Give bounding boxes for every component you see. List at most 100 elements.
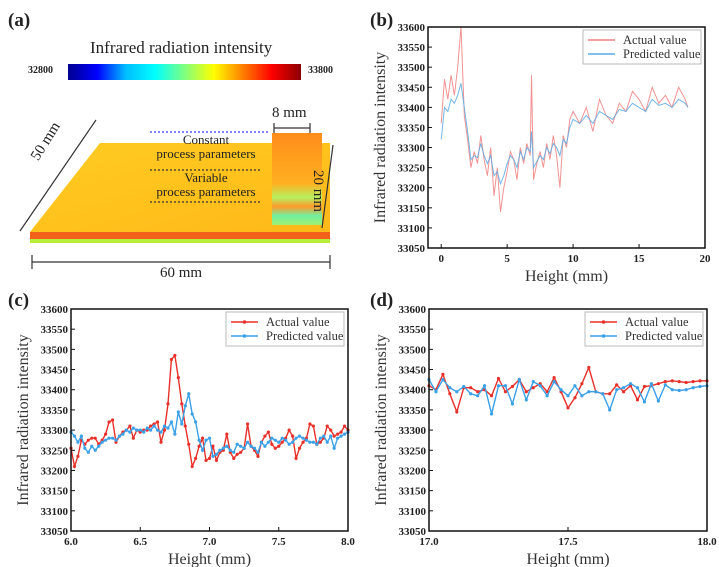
data-point [622, 390, 626, 394]
data-point [166, 402, 170, 406]
data-point [72, 434, 77, 438]
data-point [587, 390, 591, 394]
y-tick-label: 33550 [399, 324, 427, 336]
data-point [297, 434, 302, 438]
y-tick-label: 33500 [399, 344, 427, 356]
x-tick-label: 17.5 [558, 536, 578, 548]
data-point [83, 446, 87, 450]
data-point [190, 464, 194, 469]
data-point [204, 458, 208, 462]
data-point [187, 442, 191, 446]
data-point [622, 386, 626, 390]
x-axis-label: Height (mm) [526, 551, 609, 567]
data-point [183, 424, 187, 428]
data-point [239, 444, 243, 448]
data-point [162, 428, 167, 432]
data-point [339, 434, 343, 438]
data-point [531, 386, 535, 390]
data-point [489, 412, 494, 416]
data-point [169, 357, 174, 362]
data-point [128, 430, 132, 434]
data-point [545, 390, 549, 394]
data-point [580, 382, 584, 386]
data-point [256, 454, 260, 458]
part-illustration [19, 119, 334, 269]
x-tick-label: 8.0 [341, 536, 355, 548]
data-point [214, 452, 219, 456]
data-point [190, 412, 194, 416]
y-axis-label: Infrared radiation intensity [373, 334, 390, 506]
x-tick-label: 0 [438, 253, 444, 265]
data-point [221, 446, 225, 450]
data-point [524, 390, 528, 394]
y-tick-label: 33400 [41, 385, 69, 397]
data-point [149, 424, 153, 428]
data-point [228, 448, 232, 452]
y-axis-label: Infrared radiation intensity [15, 334, 32, 506]
data-point [214, 458, 219, 462]
data-point [97, 444, 101, 448]
y-tick-label: 33250 [399, 445, 427, 457]
data-point [448, 386, 452, 390]
data-point [315, 442, 319, 446]
data-point [698, 384, 702, 389]
data-point [176, 410, 180, 414]
data-point [311, 440, 315, 444]
data-point [329, 428, 333, 432]
variable-region-label: Variable process parameters [150, 171, 262, 199]
y-tick-label: 33100 [398, 223, 426, 235]
data-point [90, 436, 94, 440]
data-point [601, 392, 605, 396]
colorbar [68, 64, 301, 80]
data-point [552, 380, 556, 384]
legend-label: Predicted value [623, 47, 701, 61]
data-point [462, 384, 466, 389]
data-point [166, 426, 170, 430]
data-point [273, 446, 277, 450]
data-point [152, 424, 156, 428]
data-point [252, 446, 257, 450]
data-point [207, 456, 212, 460]
data-point [117, 434, 122, 438]
data-point [225, 432, 229, 436]
x-tick-label: 20 [700, 253, 712, 265]
data-point [104, 438, 108, 442]
data-point [270, 442, 274, 446]
data-point [332, 434, 336, 438]
substrate-edge-cool [30, 239, 330, 243]
data-point [169, 420, 174, 424]
data-point [322, 434, 326, 438]
data-point [608, 392, 612, 396]
y-tick-label: 33600 [399, 304, 427, 316]
data-point [517, 378, 521, 382]
y-tick-label: 33200 [41, 465, 69, 477]
data-point [280, 440, 284, 444]
y-tick-label: 33500 [41, 344, 69, 356]
data-point [496, 384, 501, 388]
data-point [245, 422, 250, 426]
data-point [159, 430, 163, 434]
y-tick-label: 33050 [399, 526, 427, 538]
data-point [180, 402, 184, 406]
x-tick-label: 7.0 [203, 536, 217, 548]
data-point [176, 376, 180, 380]
data-point [677, 388, 681, 393]
data-point [211, 454, 215, 458]
data-point [677, 380, 681, 384]
data-point [266, 430, 270, 434]
data-point [301, 436, 305, 440]
data-point [90, 444, 94, 448]
data-point [329, 434, 333, 438]
data-point [187, 392, 191, 396]
data-point [200, 436, 205, 440]
data-point [291, 440, 295, 444]
data-point [615, 383, 619, 387]
data-point [698, 379, 702, 383]
plot-frame [427, 26, 706, 249]
panel-d-label: (d) [370, 290, 394, 311]
series-line-predicted-value [440, 83, 689, 186]
y-axis-label: Infrared radiation intensity [372, 52, 389, 224]
y-tick-label: 33150 [398, 203, 426, 215]
data-point [448, 392, 452, 396]
data-point [245, 440, 250, 444]
